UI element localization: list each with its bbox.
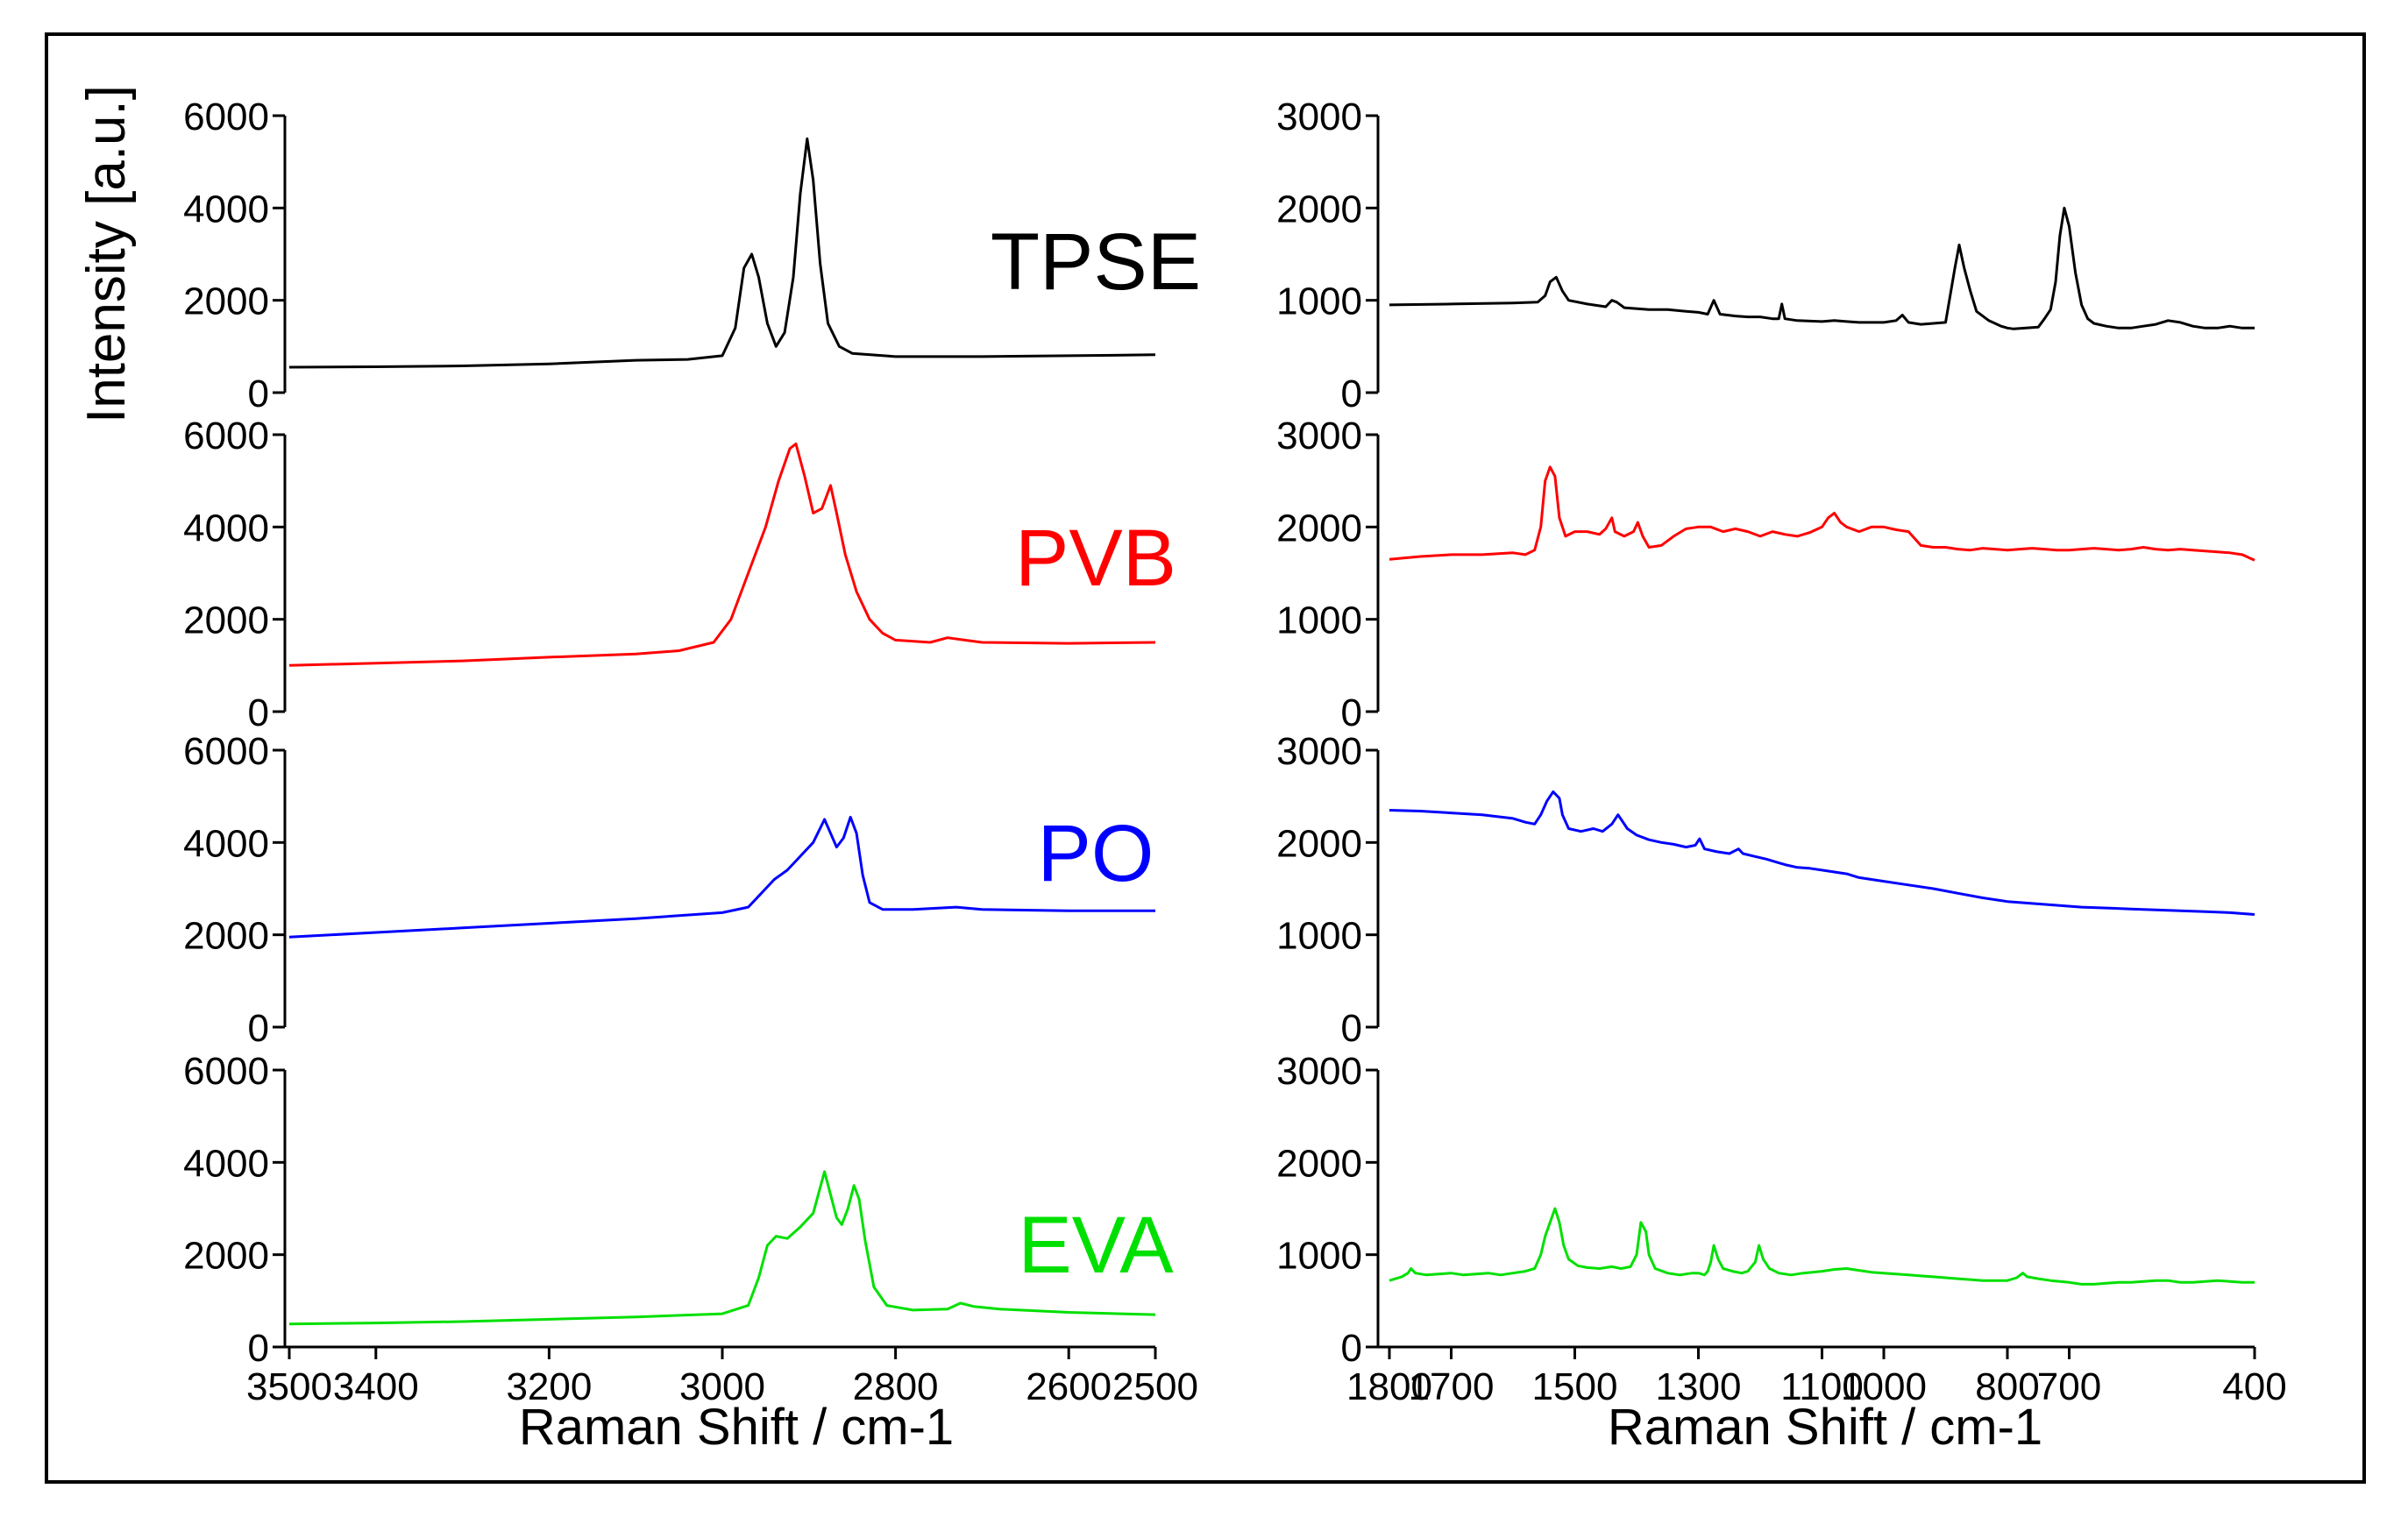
- series-line-right-po: [1389, 790, 2255, 916]
- y-tick-label: 3000: [1276, 96, 1362, 138]
- y-tick-label: 3000: [1276, 1050, 1362, 1093]
- fingerprint-panel: 0100020003000010002000300001000200030000…: [1276, 96, 2287, 1408]
- y-tick-label: 1000: [1276, 1235, 1362, 1278]
- x-tick-label: 1000: [1841, 1365, 1927, 1408]
- y-tick-label: 1000: [1276, 280, 1362, 323]
- y-tick-label: 4000: [183, 507, 269, 549]
- x-tick-label: 400: [2222, 1365, 2286, 1408]
- series-label-tpse: TPSE: [991, 217, 1201, 307]
- y-tick-label: 4000: [183, 822, 269, 865]
- x-tick-label: 1300: [1656, 1365, 1742, 1408]
- y-tick-label: 0: [248, 1327, 269, 1370]
- series-label-po: PO: [1038, 809, 1154, 898]
- series-line-right-tpse: [1389, 206, 2255, 330]
- figure-frame: [45, 32, 2366, 1484]
- y-tick-label: 1000: [1276, 599, 1362, 642]
- y-tick-label: 6000: [183, 1050, 269, 1093]
- y-tick-label: 0: [248, 691, 269, 734]
- y-tick-label: 2000: [183, 599, 269, 642]
- x-tick-label: 1800: [1346, 1365, 1432, 1408]
- y-tick-label: 2000: [183, 1235, 269, 1278]
- x-tick-label: 1700: [1409, 1365, 1495, 1408]
- x-tick-label: 2500: [1112, 1365, 1198, 1408]
- series-labels: TPSE PVB PO EVA: [991, 217, 1201, 1290]
- series-line-left-pvb: [288, 443, 1156, 667]
- y-tick-label: 0: [1341, 1327, 1362, 1370]
- series-line-right-pvb: [1389, 465, 2255, 562]
- x-tick-label: 1100: [1780, 1365, 1864, 1408]
- y-tick-label: 2000: [1276, 507, 1362, 549]
- y-tick-label: 0: [248, 1007, 269, 1050]
- series-line-right-eva: [1389, 1207, 2255, 1286]
- y-tick-label: 2000: [1276, 1142, 1362, 1185]
- y-tick-label: 1000: [1276, 915, 1362, 958]
- y-tick-label: 0: [1341, 691, 1362, 734]
- x-tick-label: 1500: [1532, 1365, 1618, 1408]
- y-tick-label: 0: [1341, 1007, 1362, 1050]
- y-tick-label: 2000: [1276, 822, 1362, 865]
- y-tick-label: 4000: [183, 188, 269, 230]
- x-tick-label: 3400: [333, 1365, 419, 1408]
- y-tick-label: 6000: [183, 730, 269, 773]
- x-tick-label: 2800: [853, 1365, 939, 1408]
- y-tick-label: 4000: [183, 1142, 269, 1185]
- series-label-eva: EVA: [1018, 1201, 1174, 1290]
- y-tick-label: 3000: [1276, 415, 1362, 457]
- x-axis-label-left: Raman Shift / cm-1: [519, 1399, 954, 1456]
- x-tick-label: 800: [1975, 1365, 2039, 1408]
- high-wavenumber-panel: 0200040006000020004000600002000400060000…: [183, 96, 1198, 1408]
- series-line-left-po: [288, 815, 1155, 939]
- y-tick-label: 2000: [183, 280, 269, 323]
- x-tick-label: 3000: [679, 1365, 765, 1408]
- y-tick-label: 6000: [183, 415, 269, 457]
- x-axis-label-right: Raman Shift / cm-1: [1608, 1399, 2042, 1456]
- series-label-pvb: PVB: [1015, 514, 1176, 603]
- series-line-left-tpse: [288, 137, 1156, 369]
- y-tick-label: 3000: [1276, 730, 1362, 773]
- x-tick-label: 3500: [246, 1365, 332, 1408]
- series-line-left-eva: [288, 1170, 1156, 1326]
- x-tick-label: 700: [2037, 1365, 2101, 1408]
- x-tick-label: 2600: [1026, 1365, 1112, 1408]
- y-tick-label: 0: [1341, 372, 1362, 415]
- y-tick-label: 2000: [1276, 188, 1362, 230]
- y-axis-label: Intensity [a.u.]: [76, 85, 137, 423]
- y-tick-label: 0: [248, 372, 269, 415]
- y-tick-label: 2000: [183, 915, 269, 958]
- y-tick-label: 6000: [183, 96, 269, 138]
- x-tick-label: 3200: [506, 1365, 592, 1408]
